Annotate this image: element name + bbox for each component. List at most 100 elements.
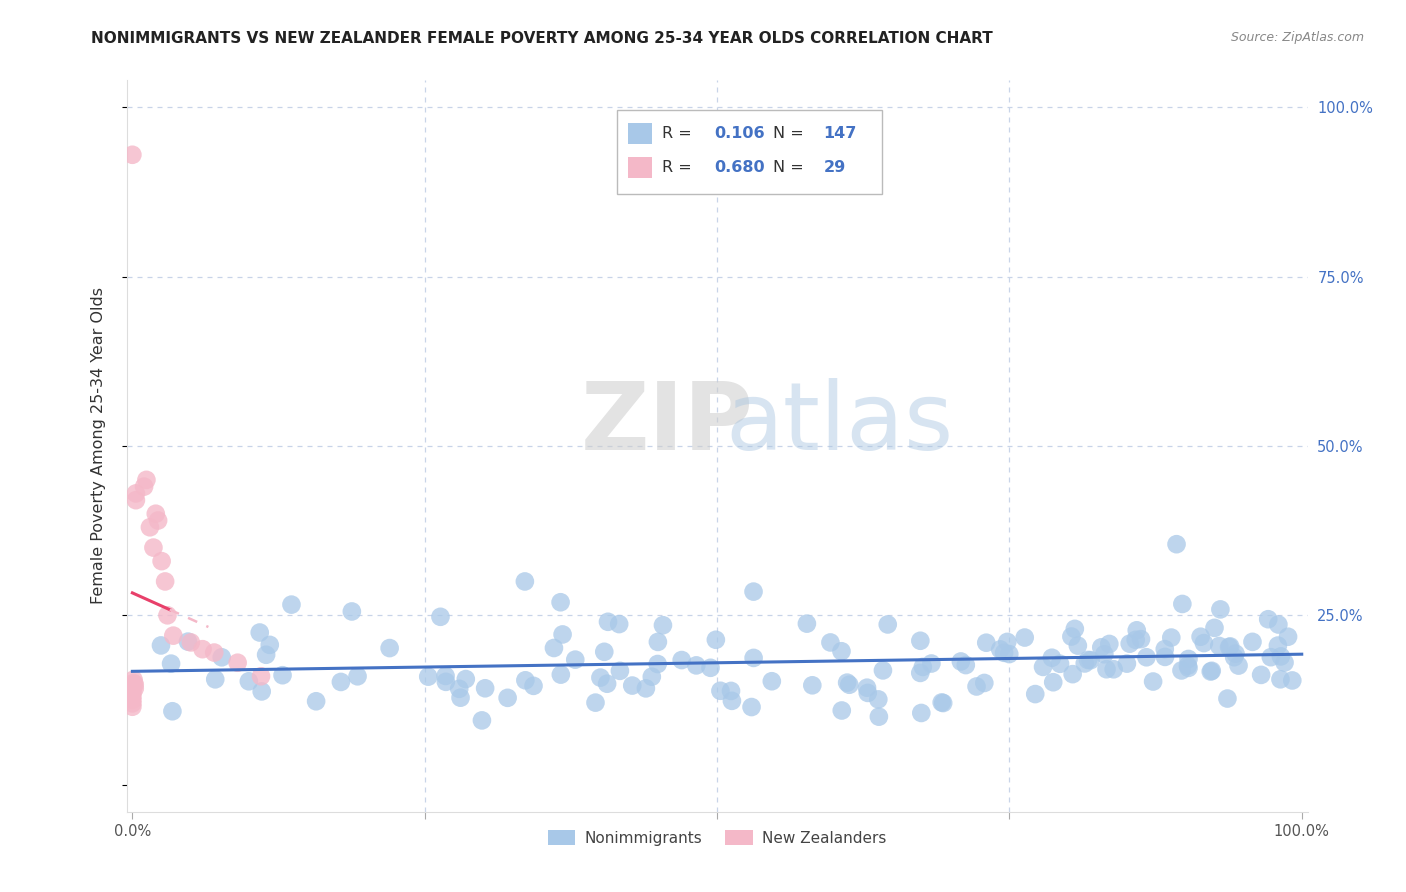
Point [238,674,260,689]
Point [931,695,953,709]
Point [1049,657,1071,671]
Point [271,668,294,682]
Text: N =: N = [772,126,808,141]
Point [1219,640,1241,654]
Point [1270,673,1292,687]
Point [1177,661,1199,675]
Point [1074,657,1097,671]
Point [122,673,145,687]
Point [1208,639,1230,653]
Legend: Nonimmigrants, New Zealanders: Nonimmigrants, New Zealanders [541,823,893,852]
Point [139,520,162,534]
Point [153,574,176,589]
Point [585,696,607,710]
Point [593,645,616,659]
Point [191,642,214,657]
Text: Source: ZipAtlas.com: Source: ZipAtlas.com [1230,31,1364,45]
Point [699,661,721,675]
Point [124,677,146,691]
Bar [628,123,652,144]
Point [202,646,225,660]
Point [121,686,143,700]
Point [1274,656,1296,670]
Point [254,648,277,662]
Point [872,664,894,678]
Point [1250,668,1272,682]
Point [993,646,1015,660]
Text: N =: N = [772,160,808,175]
Point [550,595,572,609]
Point [121,680,143,694]
Point [1171,597,1194,611]
Point [1014,631,1036,645]
Text: NONIMMIGRANTS VS NEW ZEALANDER FEMALE POVERTY AMONG 25-34 YEAR OLDS CORRELATION : NONIMMIGRANTS VS NEW ZEALANDER FEMALE PO… [91,31,993,46]
Point [1223,650,1246,665]
Point [132,480,155,494]
Text: atlas: atlas [725,378,953,470]
Point [550,667,572,681]
Point [868,709,890,723]
Point [1125,632,1147,647]
Point [250,684,273,698]
Point [609,664,631,678]
Point [1199,665,1222,679]
Point [1032,660,1054,674]
Point [1095,662,1118,676]
Point [1277,630,1299,644]
Point [434,674,457,689]
Point [471,714,494,728]
Point [122,676,145,690]
Point [1154,649,1177,664]
Point [434,669,457,683]
Point [1160,631,1182,645]
Point [346,669,368,683]
Point [721,694,744,708]
Point [974,636,997,650]
Point [280,598,302,612]
Point [1060,630,1083,644]
Point [156,608,179,623]
Point [543,640,565,655]
Point [742,651,765,665]
Point [1142,674,1164,689]
Point [226,656,249,670]
Point [1118,637,1140,651]
Point [1218,640,1240,654]
Point [513,574,536,589]
Point [1130,632,1153,647]
Point [329,675,352,690]
Point [125,486,148,500]
Point [162,704,184,718]
Point [910,706,932,720]
Point [1177,652,1199,666]
Point [1227,658,1250,673]
Point [796,616,818,631]
Point [1024,687,1046,701]
Point [1170,664,1192,678]
Point [1267,617,1289,632]
Point [801,678,824,692]
Point [720,684,742,698]
Point [685,658,707,673]
Point [647,635,669,649]
Point [378,641,401,656]
Point [1270,649,1292,664]
Text: ZIP: ZIP [581,378,754,470]
Point [910,665,932,680]
Point [647,657,669,671]
Point [641,670,664,684]
Point [1063,622,1085,636]
Point [250,669,273,683]
Point [474,681,496,696]
Y-axis label: Female Poverty Among 25-34 Year Olds: Female Poverty Among 25-34 Year Olds [91,287,105,605]
Point [418,670,440,684]
Point [125,493,148,508]
FancyBboxPatch shape [617,110,883,194]
Point [949,655,972,669]
Point [589,671,612,685]
Point [259,638,281,652]
Point [1062,667,1084,681]
Point [1090,640,1112,655]
Point [1135,650,1157,665]
Point [496,690,519,705]
